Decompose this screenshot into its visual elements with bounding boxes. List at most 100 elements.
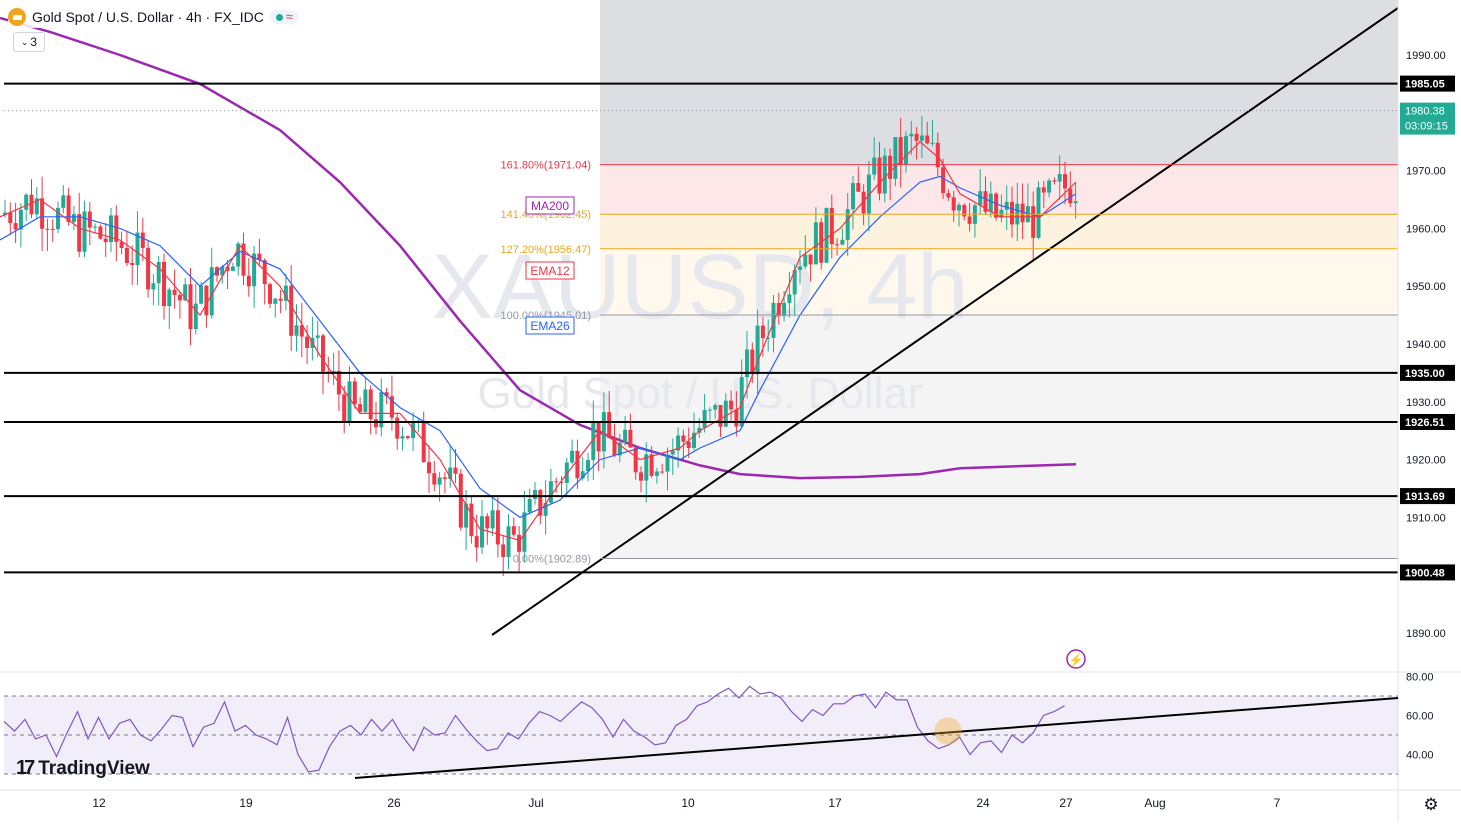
rsi-line: [3, 685, 1065, 773]
current-price-label: 1980.38: [1405, 106, 1445, 118]
lightning-glyph: ⚡: [1069, 653, 1084, 667]
candle-body: [400, 436, 405, 439]
price-tick-label: 1890.00: [1406, 628, 1446, 640]
candle-body: [872, 157, 877, 175]
candle: [363, 377, 368, 413]
candle-body: [644, 454, 649, 481]
candle: [877, 142, 882, 201]
symbol-title[interactable]: Gold Spot / U.S. Dollar · 4h · FX_IDC: [32, 9, 264, 25]
indicator-legend-box: [525, 196, 575, 215]
candle-body: [554, 481, 559, 483]
candle: [665, 447, 670, 491]
candle: [310, 316, 315, 361]
indicator-legend-item[interactable]: EMA26: [525, 316, 575, 335]
candle-body: [193, 303, 198, 330]
candle: [130, 245, 135, 285]
candle-body: [315, 335, 320, 338]
candle-body: [527, 498, 532, 513]
candle: [220, 265, 225, 284]
level-price-tag: [1400, 488, 1455, 505]
candle: [352, 377, 357, 409]
indicator-legend-item[interactable]: MA200: [525, 196, 575, 215]
candle-body: [146, 247, 151, 290]
candle: [670, 438, 675, 476]
time-tick-label: 10: [681, 796, 695, 810]
candle: [167, 287, 172, 329]
level-price-label: 1913.69: [1405, 491, 1445, 503]
candle: [930, 119, 935, 147]
candle: [617, 433, 622, 463]
candle: [437, 472, 442, 502]
candle-body: [766, 337, 771, 339]
candle: [575, 439, 580, 489]
gear-icon[interactable]: ⚙: [1423, 795, 1439, 814]
candle: [517, 525, 522, 574]
candle-body: [34, 198, 39, 215]
candle: [1041, 180, 1046, 208]
price-tick-label: 1970.00: [1406, 166, 1446, 178]
candle-body: [601, 412, 606, 452]
candle-body: [464, 503, 469, 528]
candle-body: [861, 191, 866, 214]
candle: [586, 452, 590, 482]
candle: [798, 249, 802, 285]
candle-body: [188, 284, 193, 330]
candle: [904, 131, 908, 173]
candle: [840, 228, 845, 246]
candle-body: [485, 516, 490, 529]
candle-body: [575, 450, 580, 479]
candle: [66, 187, 71, 226]
candle: [321, 333, 325, 395]
price-tick-label: 1990.00: [1406, 50, 1446, 62]
candle: [1036, 181, 1041, 240]
candle-body: [109, 215, 113, 243]
candle: [50, 219, 55, 242]
candle: [755, 309, 760, 395]
price-tick-label: 1930.00: [1406, 397, 1446, 409]
candle: [34, 187, 39, 219]
candle-body: [427, 462, 431, 474]
candle: [909, 120, 914, 156]
candle-body: [395, 417, 400, 439]
candle-body: [103, 238, 108, 243]
time-tick-label: 24: [976, 796, 990, 810]
candle: [522, 490, 527, 563]
candle-body: [278, 298, 283, 301]
candle-body: [13, 223, 18, 230]
candle: [172, 269, 177, 309]
candle-body: [639, 472, 643, 481]
candle: [114, 205, 119, 262]
level-price-label: 1900.48: [1405, 567, 1445, 579]
candle-body: [1010, 201, 1014, 225]
time-tick-label: 7: [1274, 796, 1281, 810]
candle: [146, 240, 151, 298]
time-tick-label: 26: [387, 796, 401, 810]
market-status[interactable]: ≈: [269, 10, 299, 24]
candle: [411, 412, 416, 451]
lightning-icon[interactable]: ⚡: [1066, 649, 1086, 669]
time-tick-label: 19: [239, 796, 253, 810]
candle: [400, 426, 405, 451]
rsi-tick-label: 40.00: [1406, 750, 1434, 762]
candle: [946, 189, 951, 201]
candle: [495, 497, 500, 558]
candle: [368, 385, 373, 435]
level-price-tag: [1400, 564, 1455, 581]
legend-toggle-button[interactable]: ⌄ 3: [13, 32, 45, 52]
candle: [294, 304, 299, 352]
candle-body: [66, 195, 71, 223]
fib-label: 0.00%(1902.89): [513, 553, 591, 565]
candle-body: [771, 302, 776, 338]
candle: [177, 292, 182, 319]
candle: [824, 207, 829, 264]
candle-body: [45, 228, 50, 230]
candle: [252, 245, 257, 308]
price-tick-label: 1920.00: [1406, 455, 1446, 467]
indicator-legend-item[interactable]: EMA12: [525, 261, 575, 280]
candle-body: [241, 243, 246, 276]
candle: [103, 222, 108, 258]
candle-body: [919, 135, 924, 141]
candle: [278, 289, 283, 314]
